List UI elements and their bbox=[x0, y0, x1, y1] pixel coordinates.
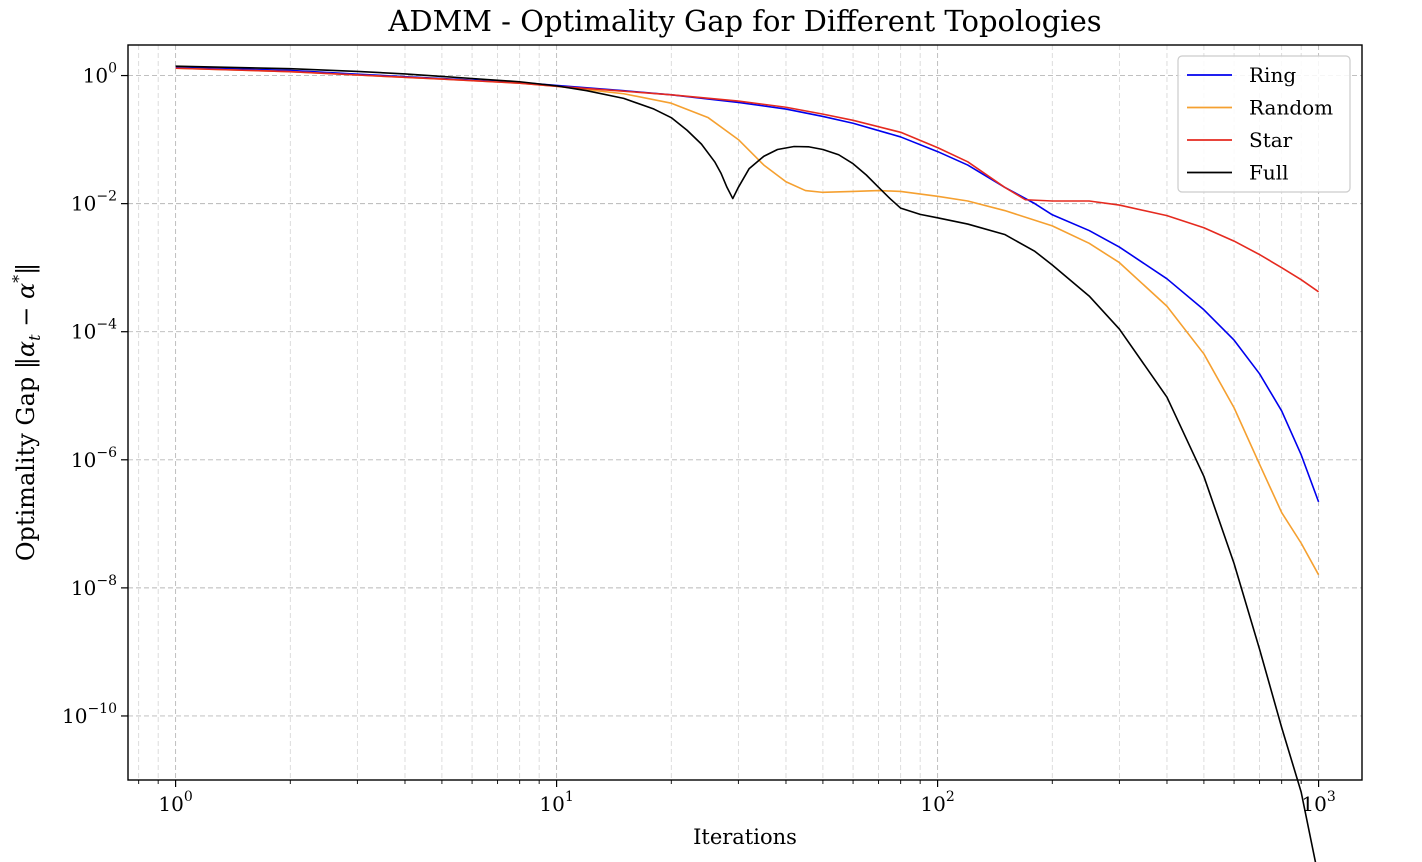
y-tick-label: 100 bbox=[83, 61, 117, 88]
legend-label-random: Random bbox=[1249, 96, 1333, 120]
x-tick-label: 103 bbox=[1301, 789, 1335, 816]
y-axis-label-text: Optimality Gap ‖αt − α*‖ bbox=[9, 263, 44, 561]
legend-label-ring: Ring bbox=[1249, 63, 1296, 87]
x-axis-label: Iterations bbox=[693, 825, 797, 849]
legend-box bbox=[1177, 55, 1351, 193]
y-tick-label: 10−8 bbox=[71, 573, 117, 600]
y-tick-label: 10−2 bbox=[71, 189, 117, 216]
plot-frame bbox=[127, 44, 1363, 781]
chart-title: ADMM - Optimality Gap for Different Topo… bbox=[387, 4, 1101, 38]
axis-ticks: 100 10−2 10−4 10−6 10−8 10−10 100 101 102 103 bbox=[62, 61, 1336, 816]
grid bbox=[128, 45, 1362, 780]
y-tick-label: 10−6 bbox=[71, 445, 117, 472]
series-lines bbox=[175, 65, 1320, 862]
legend-label-star: Star bbox=[1249, 128, 1293, 152]
series-line-star bbox=[175, 67, 1320, 293]
y-axis-label: Optimality Gap ‖αt − α*‖ bbox=[9, 263, 44, 561]
series-line-full bbox=[175, 65, 1317, 862]
x-tick-label: 101 bbox=[539, 789, 573, 816]
y-tick-label: 10−4 bbox=[71, 317, 117, 344]
series-line-ring bbox=[175, 66, 1320, 503]
y-tick-label: 10−10 bbox=[62, 701, 117, 728]
series-line-random bbox=[175, 67, 1320, 576]
x-tick-label: 102 bbox=[920, 789, 954, 816]
legend-label-full: Full bbox=[1249, 161, 1289, 185]
legend: Ring Random Star Full bbox=[1177, 55, 1351, 193]
x-tick-label: 100 bbox=[158, 789, 192, 816]
